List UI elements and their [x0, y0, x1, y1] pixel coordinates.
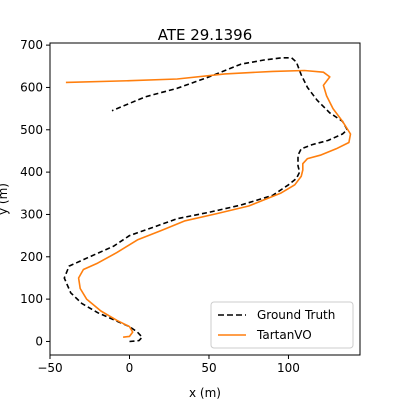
y-tick-label: 0: [35, 334, 43, 348]
y-axis-label: y (m): [0, 183, 10, 215]
series-line-ground-truth: [63, 56, 349, 343]
y-tick-label: 400: [20, 165, 43, 179]
y-tick-label: 700: [20, 38, 43, 52]
plot-frame: [49, 42, 361, 356]
series-line-tartanvo: [65, 69, 352, 338]
x-tick-label: 0: [126, 361, 134, 375]
plot-lines: [63, 56, 352, 343]
x-tick-label: 50: [201, 361, 216, 375]
x-axis-label: x (m): [189, 386, 221, 400]
y-tick-label: 200: [20, 250, 43, 264]
legend: Ground Truth TartanVO: [210, 301, 354, 349]
x-tick-label: −50: [37, 361, 62, 375]
x-tick-label: 100: [277, 361, 300, 375]
legend-label-tartanvo: TartanVO: [256, 328, 312, 342]
chart-title: ATE 29.1396: [158, 26, 253, 44]
y-tick-label: 100: [20, 292, 43, 306]
legend-box: [210, 301, 354, 349]
y-axis-ticks: 0 100 200 300 400 500 600 700: [20, 38, 50, 348]
legend-label-ground-truth: Ground Truth: [257, 308, 335, 322]
y-tick-label: 500: [20, 123, 43, 137]
y-tick-label: 300: [20, 207, 43, 221]
y-tick-label: 600: [20, 80, 43, 94]
x-axis-ticks: −50 0 50 100: [37, 355, 300, 375]
